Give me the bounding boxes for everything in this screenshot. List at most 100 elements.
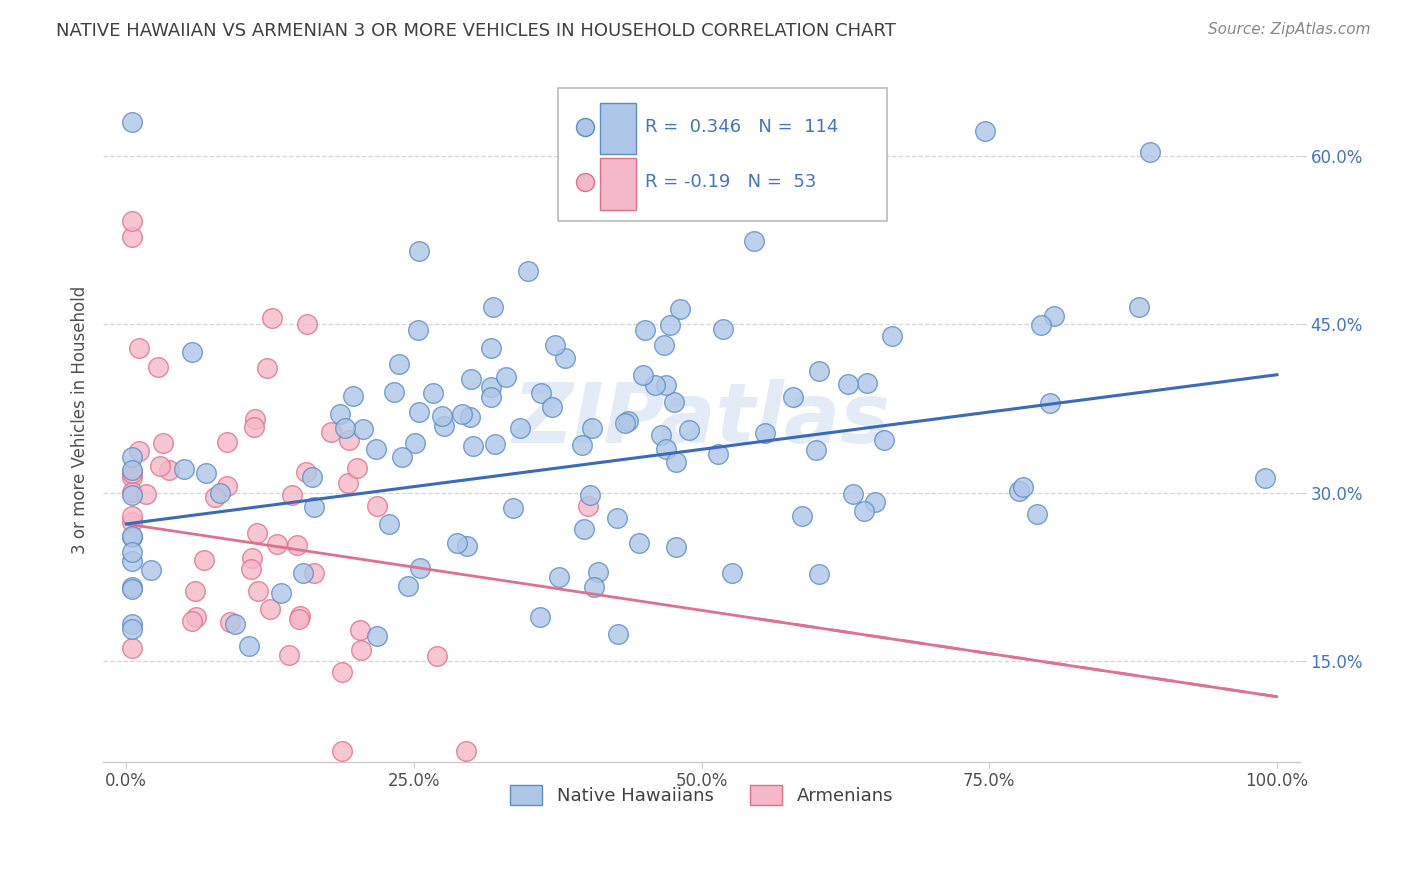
Point — [121, 509, 143, 524]
Point — [460, 371, 482, 385]
Point — [243, 420, 266, 434]
Point — [121, 463, 143, 477]
Point — [1039, 396, 1062, 410]
Point — [495, 370, 517, 384]
Point — [215, 435, 238, 450]
Point — [152, 436, 174, 450]
Point — [146, 360, 169, 375]
Point — [121, 450, 143, 464]
Point — [721, 566, 744, 581]
Point — [652, 338, 675, 352]
Point — [208, 485, 231, 500]
Point — [408, 244, 430, 259]
Point — [1254, 471, 1277, 485]
Point — [243, 412, 266, 426]
Point — [574, 522, 596, 536]
Point — [246, 583, 269, 598]
Point — [665, 540, 688, 554]
Point — [422, 385, 444, 400]
Point — [352, 422, 374, 436]
Point — [121, 466, 143, 480]
Point — [627, 536, 650, 550]
Point — [121, 530, 143, 544]
Point — [1128, 300, 1150, 314]
Point — [650, 427, 672, 442]
Text: R = -0.19   N =  53: R = -0.19 N = 53 — [645, 173, 817, 191]
Point — [633, 323, 655, 337]
Point — [329, 407, 352, 421]
Point — [135, 487, 157, 501]
Point — [408, 405, 430, 419]
Point — [391, 450, 413, 464]
Point — [259, 602, 281, 616]
Point — [502, 500, 524, 515]
Point — [224, 617, 246, 632]
Point — [665, 455, 688, 469]
Point — [678, 423, 700, 437]
Point — [121, 487, 143, 501]
Point — [804, 442, 827, 457]
Point — [181, 614, 204, 628]
Point — [482, 300, 505, 314]
Point — [121, 529, 143, 543]
Point — [571, 437, 593, 451]
FancyBboxPatch shape — [600, 103, 636, 154]
Point — [256, 361, 278, 376]
Point — [1043, 309, 1066, 323]
Point — [366, 629, 388, 643]
Point — [184, 583, 207, 598]
Point — [121, 515, 143, 529]
Point — [285, 538, 308, 552]
Point — [121, 641, 143, 656]
Point — [121, 616, 143, 631]
Point — [516, 264, 538, 278]
Point — [664, 394, 686, 409]
Point — [240, 550, 263, 565]
Point — [128, 342, 150, 356]
Point — [349, 642, 371, 657]
Point — [218, 615, 240, 630]
Point — [377, 517, 399, 532]
Point — [479, 380, 502, 394]
Point — [409, 560, 432, 574]
Point — [654, 378, 676, 392]
Point — [262, 311, 284, 326]
Point — [346, 461, 368, 475]
Point — [128, 444, 150, 458]
Point — [1011, 480, 1033, 494]
Point — [246, 526, 269, 541]
Point — [288, 612, 311, 626]
Point — [790, 508, 813, 523]
Point — [281, 488, 304, 502]
Point — [330, 743, 353, 757]
Point — [121, 554, 143, 568]
Point — [240, 561, 263, 575]
Point — [484, 437, 506, 451]
Point — [544, 338, 567, 352]
Point — [644, 378, 666, 392]
Text: ZIPatlas: ZIPatlas — [513, 379, 890, 460]
Point — [121, 580, 143, 594]
Text: R =  0.346   N =  114: R = 0.346 N = 114 — [645, 118, 838, 136]
Point — [426, 648, 449, 663]
Point — [297, 317, 319, 331]
Point — [302, 566, 325, 581]
Point — [388, 358, 411, 372]
Point — [1031, 318, 1053, 333]
Point — [121, 214, 143, 228]
Legend: Native Hawaiians, Armenians: Native Hawaiians, Armenians — [501, 776, 903, 814]
Point — [807, 567, 830, 582]
Point — [606, 511, 628, 525]
Point — [1008, 484, 1031, 499]
Point — [335, 420, 357, 434]
Point — [332, 665, 354, 679]
Point — [337, 475, 360, 490]
Point — [446, 536, 468, 550]
Point — [121, 582, 143, 596]
Point — [456, 539, 478, 553]
Point — [548, 570, 571, 584]
Point — [855, 376, 877, 391]
Point — [121, 469, 143, 483]
Point — [461, 439, 484, 453]
Point — [1139, 145, 1161, 160]
